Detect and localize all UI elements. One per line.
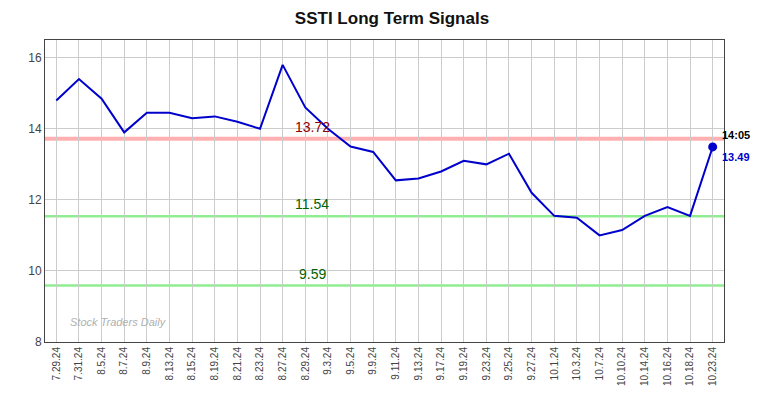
- svg-text:13.72: 13.72: [295, 119, 330, 135]
- svg-text:8.27.24: 8.27.24: [277, 347, 288, 381]
- svg-text:8.5.24: 8.5.24: [96, 347, 107, 375]
- svg-text:14:05: 14:05: [722, 129, 750, 141]
- svg-text:13.49: 13.49: [722, 151, 750, 163]
- svg-text:9.27.24: 9.27.24: [526, 347, 537, 381]
- svg-text:9.9.24: 9.9.24: [367, 347, 378, 375]
- svg-text:8.15.24: 8.15.24: [186, 347, 197, 381]
- svg-text:9.3.24: 9.3.24: [322, 347, 333, 375]
- svg-text:16: 16: [28, 51, 42, 65]
- svg-text:10.7.24: 10.7.24: [594, 347, 605, 381]
- svg-text:9.25.24: 9.25.24: [503, 347, 514, 381]
- svg-text:9.23.24: 9.23.24: [481, 347, 492, 381]
- svg-text:9.11.24: 9.11.24: [390, 347, 401, 380]
- svg-text:SSTI Long Term Signals: SSTI Long Term Signals: [295, 9, 489, 28]
- svg-text:9.13.24: 9.13.24: [413, 347, 424, 381]
- svg-text:10.10.24: 10.10.24: [616, 347, 627, 386]
- svg-text:10.16.24: 10.16.24: [662, 347, 673, 386]
- svg-text:8.21.24: 8.21.24: [232, 347, 243, 381]
- svg-text:8.7.24: 8.7.24: [118, 347, 129, 375]
- svg-text:9.59: 9.59: [299, 266, 326, 282]
- svg-text:7.31.24: 7.31.24: [73, 347, 84, 381]
- svg-text:8: 8: [35, 335, 42, 349]
- svg-text:10.1.24: 10.1.24: [549, 347, 560, 381]
- svg-text:10: 10: [28, 264, 42, 278]
- svg-text:8.23.24: 8.23.24: [254, 347, 265, 381]
- svg-text:8.13.24: 8.13.24: [164, 347, 175, 381]
- svg-text:9.17.24: 9.17.24: [435, 347, 446, 381]
- svg-text:8.9.24: 8.9.24: [141, 347, 152, 375]
- svg-text:12: 12: [28, 193, 42, 207]
- svg-text:11.54: 11.54: [295, 196, 329, 212]
- svg-text:10.14.24: 10.14.24: [639, 347, 650, 386]
- svg-text:14: 14: [28, 122, 42, 136]
- svg-text:8.29.24: 8.29.24: [300, 347, 311, 381]
- svg-text:Stock Traders Daily: Stock Traders Daily: [70, 316, 167, 328]
- svg-text:10.18.24: 10.18.24: [684, 347, 695, 386]
- svg-text:7.29.24: 7.29.24: [51, 347, 62, 381]
- svg-text:9.5.24: 9.5.24: [345, 347, 356, 375]
- svg-text:10.23.24: 10.23.24: [707, 347, 718, 386]
- svg-text:9.19.24: 9.19.24: [458, 347, 469, 381]
- svg-text:10.3.24: 10.3.24: [571, 347, 582, 381]
- svg-text:8.19.24: 8.19.24: [209, 347, 220, 381]
